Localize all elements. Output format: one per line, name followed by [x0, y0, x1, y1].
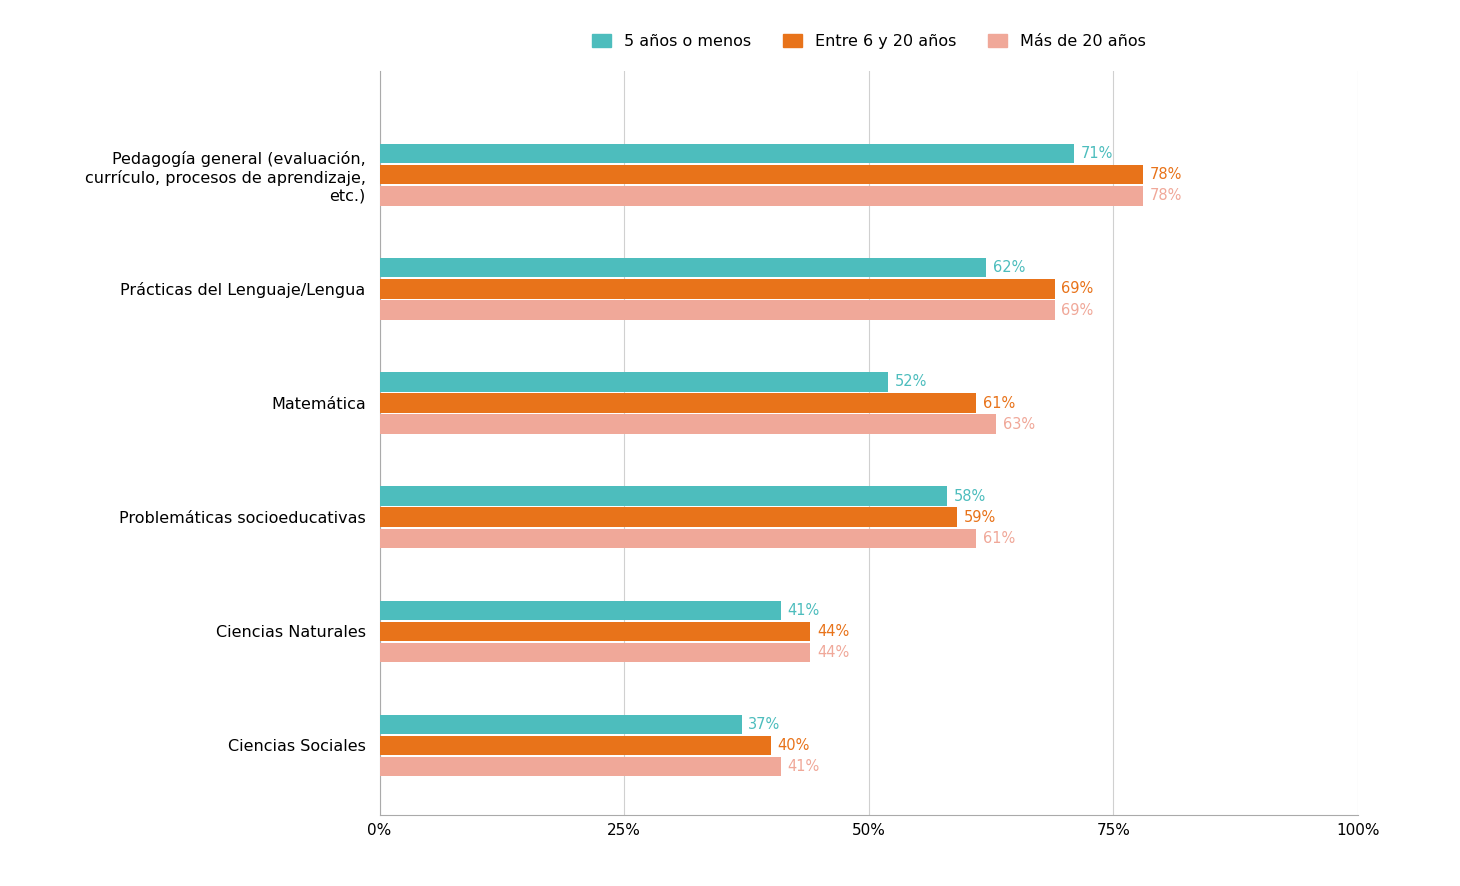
Bar: [380, 279, 1054, 299]
Bar: [380, 486, 948, 506]
Text: 44%: 44%: [816, 645, 850, 660]
Text: 58%: 58%: [953, 488, 986, 503]
Text: 78%: 78%: [1149, 189, 1181, 204]
Bar: [380, 372, 888, 392]
Bar: [380, 165, 1143, 184]
Text: 44%: 44%: [816, 624, 850, 639]
Bar: [380, 715, 742, 734]
Bar: [380, 258, 986, 277]
Bar: [380, 601, 781, 620]
Bar: [380, 735, 771, 755]
Text: 41%: 41%: [787, 602, 819, 618]
Bar: [380, 415, 996, 434]
Bar: [380, 144, 1075, 163]
Text: 37%: 37%: [749, 717, 781, 732]
Bar: [380, 529, 977, 548]
Bar: [380, 300, 1054, 320]
Text: 71%: 71%: [1080, 146, 1114, 161]
Bar: [380, 642, 810, 662]
Bar: [380, 186, 1143, 206]
Text: 59%: 59%: [964, 509, 996, 525]
Bar: [380, 508, 956, 527]
Text: 63%: 63%: [1003, 416, 1035, 431]
Text: 62%: 62%: [993, 260, 1025, 276]
Bar: [380, 757, 781, 776]
Text: 52%: 52%: [895, 375, 927, 390]
Text: 40%: 40%: [778, 738, 810, 753]
Text: 78%: 78%: [1149, 167, 1181, 183]
Text: 61%: 61%: [983, 531, 1015, 546]
Bar: [380, 393, 977, 413]
Text: 41%: 41%: [787, 759, 819, 774]
Bar: [380, 622, 810, 641]
Text: 69%: 69%: [1061, 302, 1094, 317]
Legend: 5 años o menos, Entre 6 y 20 años, Más de 20 años: 5 años o menos, Entre 6 y 20 años, Más d…: [591, 35, 1146, 50]
Text: 61%: 61%: [983, 395, 1015, 410]
Text: 69%: 69%: [1061, 282, 1094, 297]
